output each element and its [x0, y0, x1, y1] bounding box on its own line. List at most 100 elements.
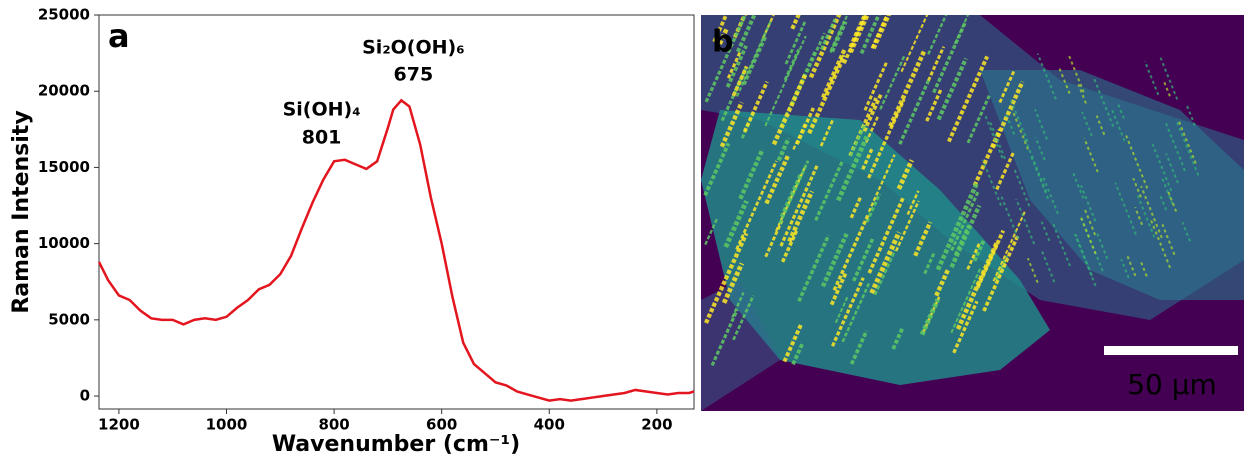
image-streak — [1080, 185, 1097, 222]
image-streak — [952, 300, 979, 354]
image-streak — [863, 61, 889, 111]
image-streak — [1096, 233, 1109, 260]
image-streak — [950, 191, 980, 252]
x-tick-label: 1000 — [206, 416, 248, 434]
image-streak — [935, 182, 979, 271]
image-streak — [735, 15, 757, 53]
image-streak — [1067, 53, 1085, 93]
scale-bar — [1104, 346, 1238, 355]
x-tick-label: 400 — [534, 416, 565, 434]
image-streak — [1158, 193, 1168, 211]
image-streak — [721, 262, 745, 304]
image-streak — [867, 98, 906, 179]
image-streak — [865, 193, 881, 223]
image-streak — [947, 55, 989, 143]
image-streak — [1026, 257, 1039, 284]
image-streak — [1081, 111, 1093, 137]
image-streak — [1162, 79, 1171, 97]
image-streak — [704, 15, 747, 103]
image-streak — [953, 15, 969, 45]
image-streak — [934, 268, 950, 297]
image-streak — [742, 35, 768, 86]
image-streaks — [703, 15, 1200, 367]
x-tick-label: 600 — [426, 416, 457, 434]
image-streak — [704, 232, 749, 324]
image-streak — [869, 231, 902, 295]
image-streak — [900, 15, 929, 73]
image-streak — [852, 237, 875, 282]
image-streak — [865, 114, 880, 143]
image-streak — [861, 147, 874, 170]
image-streak — [936, 57, 968, 121]
image-streak — [896, 159, 914, 190]
image-streak — [1034, 109, 1048, 140]
image-streak — [710, 308, 739, 367]
image-streak — [1083, 208, 1097, 236]
image-streak — [732, 295, 755, 341]
peak-position: 675 — [394, 64, 434, 86]
image-streak — [1009, 98, 1029, 143]
image-streak — [972, 239, 986, 262]
line-chart: a Wavenumber (cm⁻¹) Raman Intensity 0 500… — [9, 6, 695, 457]
image-streak — [819, 119, 834, 147]
image-streak — [1036, 53, 1057, 100]
image-streak — [791, 343, 804, 366]
image-streak — [776, 137, 791, 162]
image-streak — [778, 160, 810, 225]
image-streak — [1042, 176, 1059, 215]
x-tick-label: 800 — [318, 416, 349, 434]
image-streak — [712, 15, 729, 43]
image-streak — [834, 295, 849, 324]
image-streak — [1015, 198, 1036, 245]
image-streak — [829, 15, 849, 53]
image-streak — [849, 125, 866, 157]
image-streak — [795, 107, 815, 145]
image-streak — [771, 74, 808, 146]
y-tick-label: 5000 — [48, 310, 90, 328]
image-streak — [1010, 108, 1029, 150]
image-streak — [1051, 220, 1071, 267]
image-streak — [1023, 136, 1048, 193]
image-streak — [1164, 122, 1186, 172]
image-streak — [787, 190, 815, 243]
image-streak — [927, 46, 946, 82]
image-streak — [735, 160, 778, 250]
image-streak — [988, 120, 1006, 160]
image-streak — [1136, 194, 1156, 238]
image-streak — [725, 45, 748, 88]
image-streak — [1013, 169, 1031, 207]
x-tick-label: 1200 — [98, 416, 140, 434]
image-streak — [981, 159, 1002, 206]
y-tick-label: 25000 — [38, 6, 90, 24]
image-streak — [1167, 190, 1178, 212]
image-streak — [703, 142, 731, 197]
image-streak — [797, 234, 831, 302]
image-streak — [975, 229, 1005, 289]
image-streak — [1004, 112, 1016, 135]
image-streak — [849, 330, 869, 365]
image-streak — [738, 148, 765, 200]
image-streak — [1150, 220, 1172, 269]
peak-name: Si₂O(OH)₆ — [362, 37, 464, 59]
peak-name: Si(OH)₄ — [283, 99, 361, 121]
y-tick-label: 10000 — [38, 234, 90, 252]
y-tick-label: 0 — [80, 387, 90, 405]
image-streak — [807, 54, 847, 135]
y-tick-label: 20000 — [38, 82, 90, 100]
image-streak — [764, 153, 791, 205]
image-streak — [782, 323, 803, 363]
image-streak — [990, 80, 1025, 149]
image-streak — [867, 154, 896, 213]
image-streak — [891, 326, 905, 350]
image-streak — [784, 20, 807, 65]
image-streak — [783, 48, 801, 81]
image-streak — [1160, 176, 1174, 205]
image-streak — [1139, 259, 1148, 277]
image-streak — [820, 18, 837, 51]
image-streak — [949, 204, 982, 269]
image-streak — [719, 101, 744, 148]
image-streak — [1159, 57, 1179, 100]
image-streak — [919, 298, 941, 336]
image-streak — [867, 197, 905, 274]
image-streak — [731, 292, 745, 318]
